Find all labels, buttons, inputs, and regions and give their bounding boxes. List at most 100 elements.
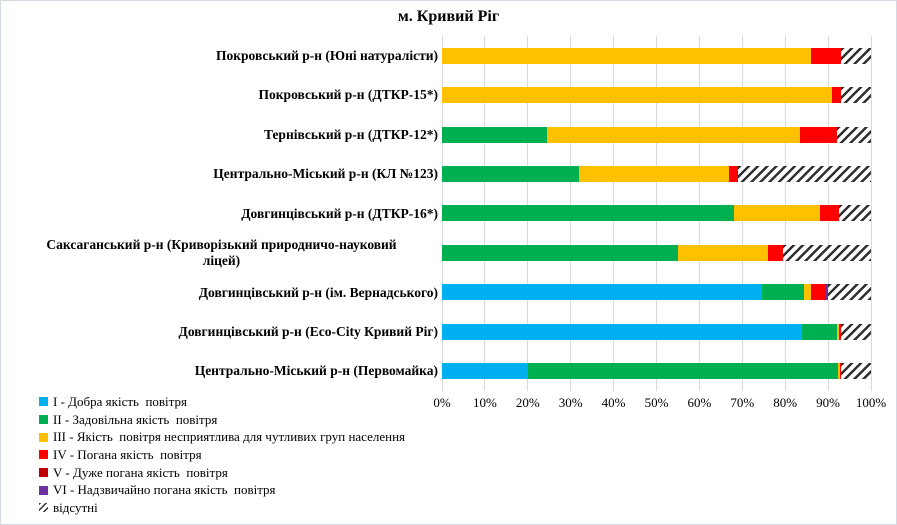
chart-title: м. Кривий Ріг xyxy=(397,8,500,25)
bar-row xyxy=(442,75,871,114)
bar-segment-absent xyxy=(737,166,871,183)
bar-segment-IV xyxy=(838,323,841,340)
category-label: Центрально-Міський р-н (КЛ №123) xyxy=(213,166,438,182)
color-swatch-icon xyxy=(39,397,48,407)
bar-segment-absent xyxy=(783,244,871,261)
x-tick-label: 10% xyxy=(472,395,497,410)
bar-segment-absent xyxy=(840,87,871,104)
x-tick-label: 70% xyxy=(730,395,755,410)
category-label: Довгинцівський р-н (ДТКР-16*) xyxy=(241,205,438,221)
bar-segment-III xyxy=(836,323,839,340)
color-swatch-icon xyxy=(39,468,48,478)
color-swatch-icon xyxy=(39,432,48,442)
bar-segment-IV xyxy=(832,87,841,104)
bar-segment-III xyxy=(804,284,811,301)
bar-row xyxy=(442,194,871,233)
bars-area xyxy=(442,36,871,391)
legend-item: III - Якість повітря несприятлива для чу… xyxy=(39,428,405,446)
bar-segment-IV xyxy=(839,363,841,380)
category-axis: Покровський р-н (Юні натуралісти) Покровс… xyxy=(5,36,438,391)
category-label: Покровський р-н (Юні натуралісти) xyxy=(216,47,438,63)
color-swatch-icon xyxy=(39,450,48,460)
bar-row xyxy=(442,154,871,193)
bar-segment-absent xyxy=(840,47,871,64)
category-label: Тернівський р-н (ДТКР-12*) xyxy=(263,126,438,142)
legend-label: IV - Погана якість повітря xyxy=(53,446,202,462)
color-swatch-icon xyxy=(39,415,48,425)
bar-segment-IV xyxy=(810,284,826,301)
stacked-bar xyxy=(442,244,871,261)
x-tick-label: 90% xyxy=(816,395,841,410)
category-label: Довгинцівський р-н (Eco-City Кривий Ріг) xyxy=(178,324,438,340)
stacked-bar xyxy=(442,47,871,64)
bar-segment-III xyxy=(579,166,730,183)
bar-segment-III xyxy=(547,126,801,143)
legend-item: VI - Надзвичайно погана якість повітря xyxy=(39,481,405,499)
bar-segment-II xyxy=(442,205,734,222)
bar-segment-absent xyxy=(840,323,871,340)
color-swatch-icon xyxy=(39,485,48,495)
bar-segment-absent xyxy=(828,284,871,301)
bar-segment-II xyxy=(442,244,678,261)
bar-segment-absent xyxy=(836,126,871,143)
legend-label: III - Якість повітря несприятлива для чу… xyxy=(53,429,406,445)
bar-row xyxy=(442,36,871,75)
legend-label: V - Дуже погана якість повітря xyxy=(53,464,228,480)
stacked-bar xyxy=(442,166,871,183)
stacked-bar xyxy=(442,87,871,104)
x-tick-label: 100% xyxy=(855,395,887,410)
legend: I - Добра якість повітря II - Задовільна … xyxy=(39,393,405,517)
bar-segment-II xyxy=(442,126,548,143)
x-tick-label: 50% xyxy=(644,395,669,410)
bar-segment-IV xyxy=(768,244,784,261)
plot-area xyxy=(441,36,872,391)
bar-row xyxy=(442,273,871,312)
x-tick-label: 80% xyxy=(773,395,798,410)
bar-segment-III xyxy=(733,205,820,222)
legend-label: II - Задовільна якість повітря xyxy=(53,411,218,427)
stacked-bar xyxy=(442,126,871,143)
bar-row xyxy=(442,312,871,351)
x-axis: 0% 10% 20% 30% 40% 50% 60% 70% 80% 90% 100% xyxy=(433,395,886,413)
legend-item: V - Дуже погана якість повітря xyxy=(39,464,405,482)
x-tick-label: 30% xyxy=(558,395,583,410)
hatch-swatch-icon xyxy=(39,503,48,513)
category-label: Довгинцівський р-н (ім. Вернадського) xyxy=(198,284,438,300)
bar-segment-II xyxy=(527,363,838,380)
x-tick-label: 60% xyxy=(687,395,712,410)
stacked-bar xyxy=(442,205,871,222)
bar-segment-IV xyxy=(800,126,837,143)
bar-segment-II xyxy=(442,166,580,183)
legend-item: I - Добра якість повітря xyxy=(39,393,405,411)
gridline-100 xyxy=(870,36,872,391)
bar-segment-I xyxy=(442,323,803,340)
bar-segment-III xyxy=(442,47,811,64)
bar-segment-absent xyxy=(840,363,871,380)
legend-item: IV - Погана якість повітря xyxy=(39,446,405,464)
bar-segment-absent xyxy=(838,205,871,222)
bar-segment-I xyxy=(442,363,528,380)
bar-segment-IV xyxy=(729,166,738,183)
bar-segment-II xyxy=(761,284,805,301)
bar-segment-I xyxy=(442,284,762,301)
bar-segment-III xyxy=(837,363,840,380)
bar-segment-III xyxy=(677,244,769,261)
category-label: Покровський р-н (ДТКР-15*) xyxy=(258,87,438,103)
bar-segment-IV xyxy=(819,205,839,222)
bar-segment-IV xyxy=(810,47,841,64)
x-tick-label: 0% xyxy=(433,395,451,410)
x-tick-label: 40% xyxy=(601,395,626,410)
legend-label: I - Добра якість повітря xyxy=(53,393,187,409)
bar-row xyxy=(442,352,871,391)
bar-row xyxy=(442,115,871,154)
legend-label: відсутні xyxy=(53,499,98,515)
legend-item: II - Задовільна якість повітря xyxy=(39,411,405,429)
category-label: Центрально-Міський р-н (Первомайка) xyxy=(194,363,438,379)
bar-segment-III xyxy=(442,87,833,104)
stacked-bar xyxy=(442,323,871,340)
bar-segment-II xyxy=(802,323,837,340)
bar-segment-VI xyxy=(825,284,829,301)
bar-row xyxy=(442,233,871,272)
stacked-bar xyxy=(442,284,871,301)
